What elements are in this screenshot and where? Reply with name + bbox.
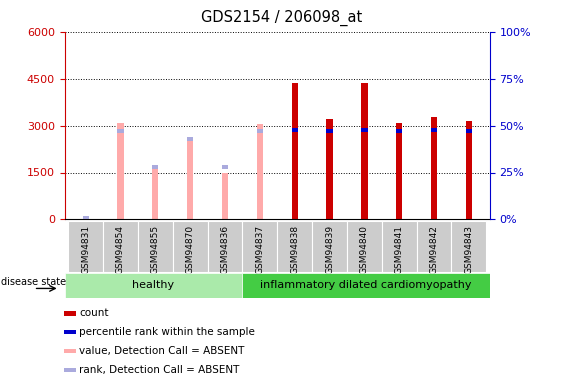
Text: GSM94842: GSM94842	[430, 225, 439, 274]
Text: GSM94840: GSM94840	[360, 225, 369, 274]
Text: GSM94831: GSM94831	[81, 225, 90, 274]
Bar	[292, 82, 298, 219]
Bar	[466, 129, 472, 133]
Bar	[431, 128, 437, 132]
Bar	[152, 165, 158, 169]
Bar	[68, 221, 103, 272]
Text: GSM94854: GSM94854	[116, 225, 125, 274]
Text: GSM94839: GSM94839	[325, 225, 334, 274]
Bar	[257, 129, 263, 133]
Bar	[83, 217, 89, 219]
Bar	[327, 119, 333, 219]
Text: GSM94870: GSM94870	[186, 225, 195, 274]
Bar	[187, 140, 193, 219]
Bar	[292, 128, 298, 132]
Bar	[65, 273, 242, 298]
Bar	[396, 129, 403, 133]
Text: count: count	[79, 309, 109, 318]
Text: disease state: disease state	[1, 278, 66, 287]
Bar	[208, 221, 243, 272]
Bar	[327, 129, 333, 133]
Text: healthy: healthy	[132, 280, 175, 290]
Bar	[222, 173, 228, 219]
Bar	[243, 221, 278, 272]
Bar	[138, 221, 173, 272]
Text: GSM94838: GSM94838	[290, 225, 299, 274]
Bar	[242, 273, 490, 298]
Text: GSM94841: GSM94841	[395, 225, 404, 274]
Bar	[187, 137, 193, 141]
Bar	[347, 221, 382, 272]
Text: inflammatory dilated cardiomyopathy: inflammatory dilated cardiomyopathy	[260, 280, 472, 290]
Bar	[64, 311, 76, 316]
Text: GSM94837: GSM94837	[256, 225, 265, 274]
Bar	[382, 221, 417, 272]
Bar	[278, 221, 312, 272]
Bar	[396, 123, 403, 219]
Bar	[173, 221, 208, 272]
Bar	[466, 121, 472, 219]
Bar	[117, 123, 124, 219]
Text: percentile rank within the sample: percentile rank within the sample	[79, 327, 255, 337]
Bar	[103, 221, 138, 272]
Bar	[152, 166, 158, 219]
Text: value, Detection Call = ABSENT: value, Detection Call = ABSENT	[79, 346, 244, 356]
Bar	[361, 84, 368, 219]
Bar	[361, 128, 368, 132]
Bar	[83, 216, 89, 219]
Text: GDS2154 / 206098_at: GDS2154 / 206098_at	[201, 9, 362, 26]
Bar	[117, 129, 124, 133]
Bar	[64, 330, 76, 334]
Text: GSM94843: GSM94843	[464, 225, 473, 274]
Bar	[257, 124, 263, 219]
Bar	[312, 221, 347, 272]
Bar	[417, 221, 452, 272]
Bar	[452, 221, 486, 272]
Bar	[431, 117, 437, 219]
Text: rank, Detection Call = ABSENT: rank, Detection Call = ABSENT	[79, 365, 239, 375]
Bar	[64, 349, 76, 353]
Bar	[222, 165, 228, 169]
Text: GSM94836: GSM94836	[221, 225, 230, 274]
Bar	[64, 368, 76, 372]
Text: GSM94855: GSM94855	[151, 225, 160, 274]
